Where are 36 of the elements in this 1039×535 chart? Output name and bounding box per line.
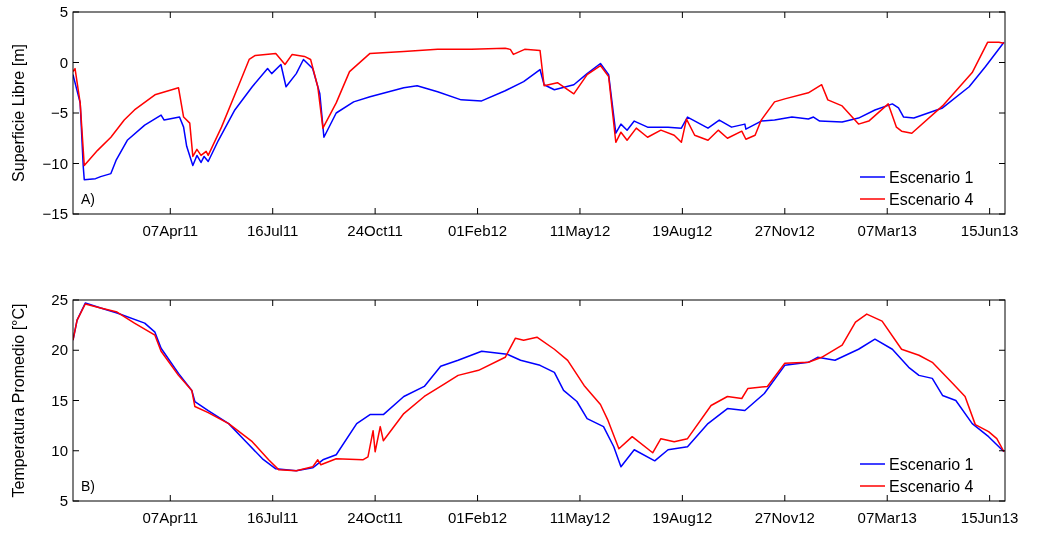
legend-label: Escenario 4 bbox=[889, 191, 974, 208]
legend-label: Escenario 1 bbox=[889, 456, 974, 473]
y-axis-title: Superficie Libre [m] bbox=[10, 44, 27, 182]
x-tick-label: 01Feb12 bbox=[447, 222, 508, 239]
x-tick-label: 07Apr11 bbox=[142, 509, 199, 526]
y-tick-label: 15 bbox=[51, 391, 68, 409]
annotation: B) bbox=[81, 478, 95, 494]
x-tick-label: 07Mar13 bbox=[857, 509, 917, 526]
x-tick-label: 19Aug12 bbox=[652, 509, 713, 526]
annotation: A) bbox=[81, 191, 95, 207]
y-tick-label: 10 bbox=[51, 441, 68, 459]
y-tick-label: 20 bbox=[51, 341, 68, 359]
y-tick-label: 25 bbox=[51, 291, 68, 308]
legend-label: Escenario 4 bbox=[889, 478, 974, 495]
x-tick-label: 24Oct11 bbox=[347, 509, 403, 526]
x-tick-label: 27Nov12 bbox=[754, 222, 815, 239]
x-tick-label: 16Jul11 bbox=[247, 509, 299, 526]
y-tick-label: −10 bbox=[42, 154, 68, 172]
x-tick-label: 07Mar13 bbox=[857, 222, 917, 239]
legend-label: Escenario 1 bbox=[889, 169, 974, 186]
x-tick-label: 27Nov12 bbox=[754, 509, 815, 526]
y-axis-title: Temperatura Promedio [°C] bbox=[10, 303, 27, 498]
x-tick-label: 15Jun13 bbox=[960, 222, 1019, 239]
y-tick-label: 5 bbox=[59, 3, 68, 20]
x-tick-label: 19Aug12 bbox=[652, 222, 713, 239]
y-tick-label: 5 bbox=[59, 492, 68, 509]
x-tick-label: 11May12 bbox=[549, 222, 611, 239]
y-tick-label: 0 bbox=[59, 53, 68, 71]
y-tick-label: −15 bbox=[42, 205, 68, 222]
x-tick-label: 15Jun13 bbox=[960, 509, 1019, 526]
y-tick-label: −5 bbox=[50, 104, 68, 121]
x-tick-label: 24Oct11 bbox=[347, 222, 403, 239]
x-tick-label: 11May12 bbox=[549, 509, 611, 526]
x-tick-label: 07Apr11 bbox=[142, 222, 199, 239]
x-tick-label: 01Feb12 bbox=[447, 509, 508, 526]
x-tick-label: 16Jul11 bbox=[247, 222, 299, 239]
